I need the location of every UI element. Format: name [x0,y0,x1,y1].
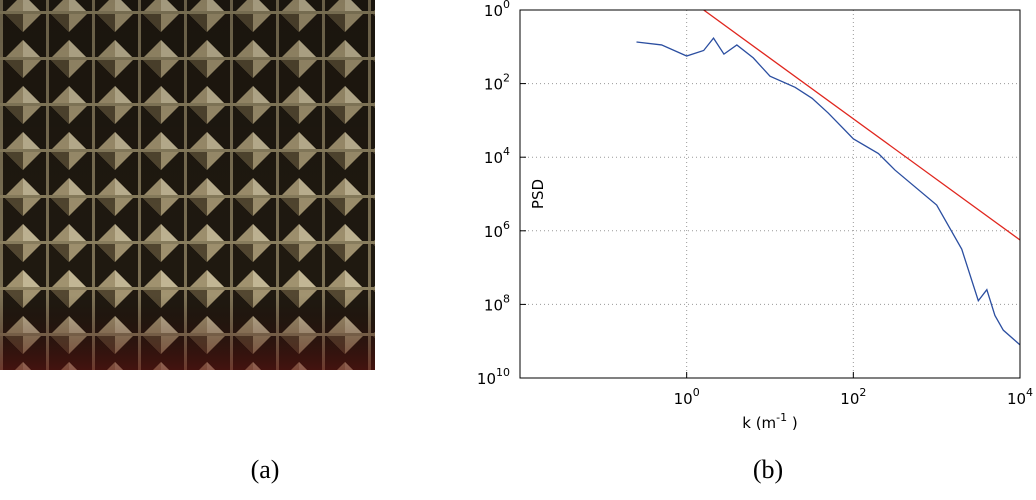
y-tick-label: 106 [484,219,510,241]
y-tick-label-base: 10 [484,149,503,167]
y-tick-label: 1010 [477,366,510,388]
y-tick-label-base: 10 [484,76,503,94]
y-tick-label: 108 [484,292,510,314]
y-tick-label-exponent: 8 [503,292,510,305]
plot [636,10,1020,346]
x-tick-label-exponent: 0 [693,386,700,399]
y-tick-label-base: 10 [484,223,503,241]
y-axis-label: PSD [529,179,547,209]
photo [0,0,375,370]
y-tick-label-exponent: 6 [503,219,510,232]
caption-a: (a) [251,455,280,484]
x-tick-label: 104 [1007,386,1033,408]
y-tick-label-exponent: 2 [503,72,510,85]
plot-frame [519,9,1021,379]
y-tick-label-base: 10 [484,296,503,314]
line-series [703,10,1020,241]
y-tick-label: 104 [484,145,510,167]
x-label-end: ) [787,414,798,432]
y-tick-label-base: 10 [484,2,503,20]
y-tick-label: 102 [484,72,510,94]
y-tick-label: 100 [484,0,510,20]
x-tick-label: 100 [674,386,700,408]
x-tick-label-base: 10 [840,390,859,408]
x-axis-label: k (m-1 ) [742,411,798,432]
x-tick-label-exponent: 2 [859,386,866,399]
x-label-text: k (m [742,414,776,432]
y-tick-label-exponent: 4 [503,145,510,158]
caption-b: (b) [753,455,783,484]
y-tick-label-base: 10 [477,370,496,388]
y-tick-label-exponent: 10 [496,366,510,379]
x-tick-label-base: 10 [1007,390,1026,408]
x-tick-label-exponent: 4 [1026,386,1033,399]
y-tick-label-exponent: 0 [503,0,510,11]
x-tick-label-base: 10 [674,390,693,408]
x-label-exponent: -1 [776,411,787,424]
x-tick-label: 102 [840,386,866,408]
line-series [636,36,1020,346]
